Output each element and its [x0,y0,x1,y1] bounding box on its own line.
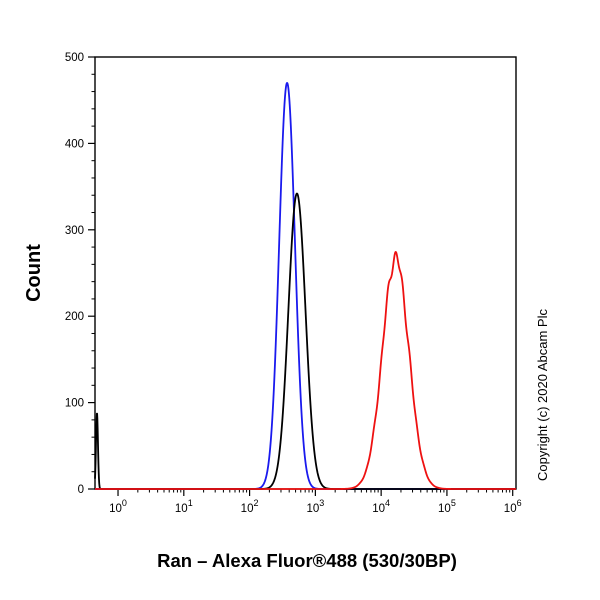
x-tick-label: 103 [306,498,324,515]
y-tick-label: 500 [65,52,84,64]
y-tick-label: 200 [65,311,84,323]
y-tick-label: 100 [65,398,84,410]
x-tick-label: 100 [109,498,127,515]
y-tick-label: 400 [65,138,84,150]
y-axis-label: Count [23,244,45,302]
x-tick-label: 104 [372,498,390,515]
x-tick-label: 106 [504,498,522,515]
y-tick-label: 300 [65,225,84,237]
x-tick-label: 102 [241,498,259,515]
x-tick-label: 105 [438,498,456,515]
chart-title: Ran – Alexa Fluor®488 (530/30BP) [157,550,457,571]
blue-curve [94,82,517,490]
copyright-text: Copyright (c) 2020 Abcam Plc [535,309,550,481]
axes: 100 101 102 103 104 105 106 0 100 200 300 400 500 [65,52,522,515]
histogram-curves [94,82,517,490]
y-tick-label: 0 [78,484,84,496]
red-curve [94,251,517,490]
x-tick-label: 101 [175,498,193,515]
plot-frame [94,56,517,490]
black-curve [94,192,517,490]
